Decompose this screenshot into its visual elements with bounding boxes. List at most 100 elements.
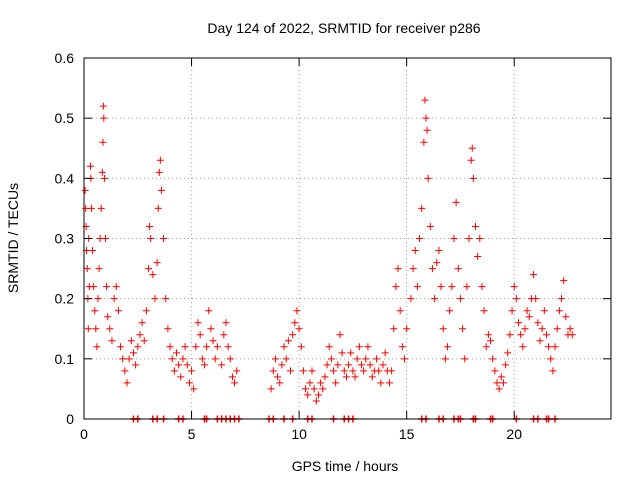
data-point	[177, 373, 185, 381]
data-point	[428, 265, 436, 273]
data-point	[355, 343, 363, 351]
data-point	[555, 307, 563, 315]
data-point	[83, 265, 91, 273]
data-point	[90, 283, 98, 291]
data-point	[170, 367, 178, 375]
data-point	[540, 307, 548, 315]
data-point	[291, 319, 299, 327]
data-point	[351, 373, 359, 381]
data-point	[549, 367, 557, 375]
data-point	[192, 343, 200, 351]
data-point	[156, 156, 164, 164]
data-point	[138, 319, 146, 327]
data-point	[104, 313, 112, 321]
data-point	[233, 367, 241, 375]
data-point	[196, 331, 204, 339]
data-point	[286, 367, 294, 375]
data-point	[276, 379, 284, 387]
data-point	[468, 144, 476, 152]
data-point	[411, 247, 419, 255]
data-point	[340, 367, 348, 375]
data-point	[121, 367, 129, 375]
data-point	[123, 379, 131, 387]
data-point	[183, 361, 191, 369]
data-point	[407, 295, 415, 303]
data-point	[314, 391, 322, 399]
data-point	[269, 367, 277, 375]
data-point	[396, 307, 404, 315]
data-point	[310, 385, 318, 393]
data-point	[424, 174, 432, 182]
data-point	[112, 283, 120, 291]
data-point	[551, 343, 559, 351]
data-points	[81, 96, 576, 405]
data-point	[185, 379, 193, 387]
data-point	[97, 204, 105, 212]
data-point	[99, 138, 107, 146]
data-point	[175, 361, 183, 369]
data-point	[149, 271, 157, 279]
y-tick-label: 0.5	[55, 110, 75, 126]
data-point	[93, 343, 101, 351]
data-point	[323, 361, 331, 369]
data-point	[321, 373, 329, 381]
data-point	[368, 373, 376, 381]
data-point	[506, 331, 514, 339]
data-point	[381, 349, 389, 357]
data-point	[297, 343, 305, 351]
data-point	[95, 265, 103, 273]
x-tick-label: 15	[399, 426, 415, 442]
data-point	[103, 283, 111, 291]
data-point	[194, 319, 202, 327]
x-tick-label: 10	[291, 426, 307, 442]
data-point	[142, 307, 150, 315]
data-point	[84, 325, 92, 333]
data-point	[435, 247, 443, 255]
data-point	[377, 379, 385, 387]
data-point	[319, 385, 327, 393]
data-point	[519, 343, 527, 351]
data-point	[461, 355, 469, 363]
data-point	[134, 343, 142, 351]
data-point	[153, 259, 161, 267]
data-point	[515, 319, 523, 327]
data-point	[480, 307, 488, 315]
data-point	[293, 307, 301, 315]
data-point	[530, 271, 538, 279]
data-point	[532, 295, 540, 303]
y-axis-label: SRMTID / TECUs	[5, 183, 21, 293]
data-point	[86, 162, 94, 170]
data-point	[145, 265, 153, 273]
data-point	[420, 138, 428, 146]
data-point	[545, 343, 553, 351]
data-point	[508, 307, 516, 315]
data-point	[347, 349, 355, 357]
data-point	[146, 222, 154, 230]
data-point	[553, 325, 561, 333]
data-point	[92, 325, 100, 333]
data-point	[422, 114, 430, 122]
data-point	[88, 204, 96, 212]
data-point	[119, 355, 127, 363]
data-point	[523, 307, 531, 315]
data-point	[179, 355, 187, 363]
data-point	[274, 373, 282, 381]
x-tick-label: 5	[188, 426, 196, 442]
data-point	[491, 367, 499, 375]
data-point	[114, 307, 122, 315]
data-point	[497, 373, 505, 381]
data-point	[267, 385, 275, 393]
data-point	[218, 361, 226, 369]
data-point	[211, 355, 219, 363]
data-point	[416, 235, 424, 242]
data-point	[471, 222, 479, 230]
data-point	[360, 367, 368, 375]
data-point	[536, 337, 544, 345]
data-point	[132, 361, 140, 369]
data-point	[98, 168, 106, 176]
data-point	[534, 319, 542, 327]
data-point	[284, 337, 292, 345]
data-point	[379, 361, 387, 369]
data-point	[390, 325, 398, 333]
data-point	[345, 361, 353, 369]
